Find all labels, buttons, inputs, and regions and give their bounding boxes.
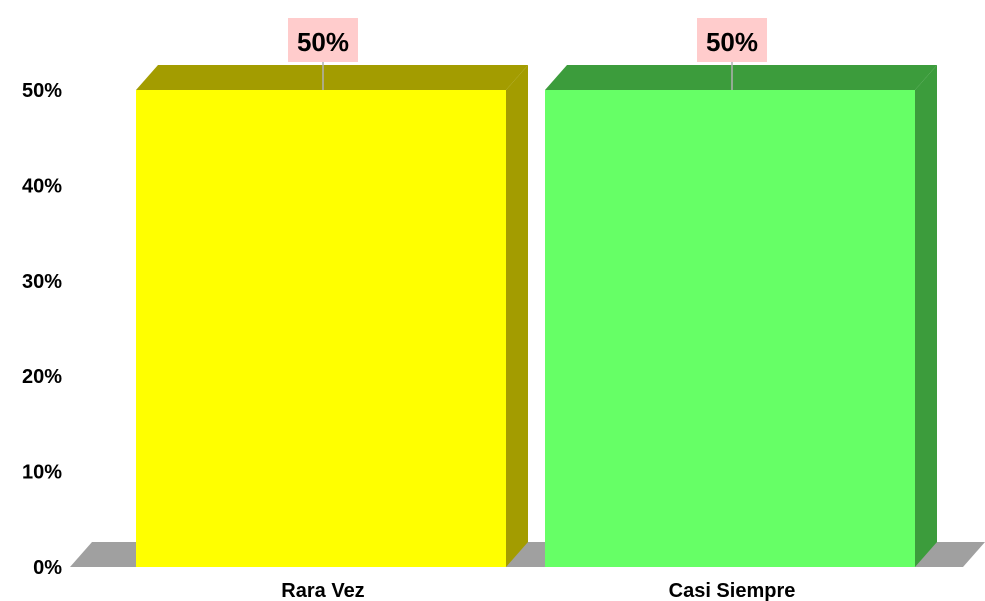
bar-front [136, 90, 506, 567]
data-label: 50% [697, 18, 767, 90]
bar-side [506, 65, 528, 567]
y-tick-label: 0% [33, 557, 62, 579]
data-label-text: 50% [297, 27, 349, 57]
y-tick-label: 10% [22, 462, 62, 484]
x-category-label: Casi Siempre [669, 580, 796, 601]
bar-front [545, 90, 915, 567]
bar-top [136, 65, 528, 90]
y-axis: 0% 10% 20% 30% 40% 50% [22, 80, 62, 579]
y-tick-label: 50% [22, 80, 62, 102]
bars [136, 65, 937, 567]
data-label-text: 50% [706, 27, 758, 57]
bar [136, 65, 528, 567]
bar-side [915, 65, 937, 567]
y-tick-label: 40% [22, 175, 62, 197]
bar-top [545, 65, 937, 90]
data-label-background [697, 18, 767, 62]
data-label: 50% [288, 18, 358, 90]
data-labels: 50% 50% [288, 18, 767, 90]
data-label-background [288, 18, 358, 62]
x-axis: Rara Vez Casi Siempre [281, 580, 795, 601]
x-category-label: Rara Vez [281, 580, 364, 601]
bar [545, 65, 937, 567]
y-tick-label: 30% [22, 271, 62, 293]
y-tick-label: 20% [22, 366, 62, 388]
